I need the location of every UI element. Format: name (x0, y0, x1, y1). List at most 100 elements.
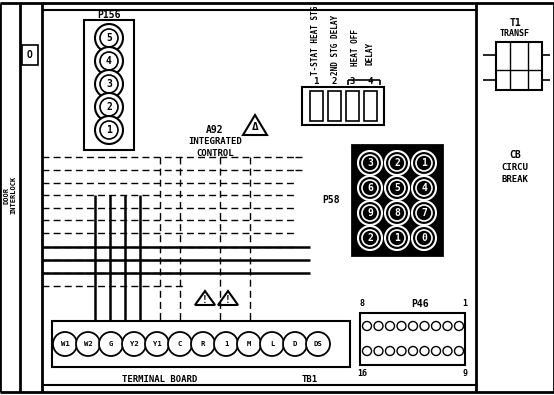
Text: Y2: Y2 (130, 341, 138, 347)
Circle shape (95, 93, 123, 121)
Text: 9: 9 (367, 208, 373, 218)
Bar (84, 20, 134, 150)
Circle shape (362, 180, 378, 196)
Text: 1: 1 (421, 158, 427, 168)
Circle shape (358, 226, 382, 250)
Text: CONTROL: CONTROL (196, 149, 234, 158)
Circle shape (416, 230, 432, 246)
Circle shape (168, 332, 192, 356)
Text: HEAT OFF: HEAT OFF (351, 28, 361, 66)
Circle shape (408, 322, 418, 331)
Text: BREAK: BREAK (501, 175, 529, 184)
Text: O: O (27, 50, 33, 60)
Circle shape (385, 226, 409, 250)
Circle shape (76, 332, 100, 356)
Circle shape (374, 322, 383, 331)
Text: 4: 4 (421, 183, 427, 193)
Text: 1: 1 (224, 341, 228, 347)
Bar (364, 91, 377, 121)
Text: !: ! (225, 295, 231, 305)
Circle shape (100, 52, 118, 70)
Text: DS: DS (314, 341, 322, 347)
Circle shape (122, 332, 146, 356)
Circle shape (420, 322, 429, 331)
Circle shape (412, 151, 436, 175)
Circle shape (306, 332, 330, 356)
Circle shape (100, 121, 118, 139)
Text: 3: 3 (106, 79, 112, 89)
Circle shape (214, 332, 238, 356)
Text: TB1: TB1 (302, 374, 318, 384)
Circle shape (53, 332, 77, 356)
Text: 7: 7 (421, 208, 427, 218)
Text: 2: 2 (331, 77, 337, 85)
Text: 1: 1 (106, 125, 112, 135)
Bar (352, 145, 442, 255)
Polygon shape (218, 291, 238, 305)
Text: TERMINAL BOARD: TERMINAL BOARD (122, 374, 198, 384)
Circle shape (362, 346, 372, 356)
Text: 2: 2 (106, 102, 112, 112)
Text: 1: 1 (314, 77, 319, 85)
Bar (328, 91, 341, 121)
Circle shape (412, 176, 436, 200)
Text: Δ: Δ (252, 122, 258, 132)
Text: TRANSF: TRANSF (500, 30, 530, 38)
Circle shape (454, 322, 464, 331)
Text: 1: 1 (394, 233, 400, 243)
Circle shape (397, 322, 406, 331)
Text: A92: A92 (206, 125, 224, 135)
Text: 4: 4 (106, 56, 112, 66)
Circle shape (260, 332, 284, 356)
Text: 9: 9 (463, 369, 468, 378)
Text: R: R (201, 341, 205, 347)
Circle shape (389, 205, 405, 221)
Text: W1: W1 (60, 341, 69, 347)
Circle shape (145, 332, 169, 356)
Circle shape (416, 180, 432, 196)
Circle shape (386, 322, 394, 331)
Text: CB: CB (509, 150, 521, 160)
Circle shape (362, 155, 378, 171)
Circle shape (95, 70, 123, 98)
Text: DOOR
INTERLOCK: DOOR INTERLOCK (3, 176, 17, 214)
Circle shape (358, 176, 382, 200)
Circle shape (386, 346, 394, 356)
Circle shape (100, 98, 118, 116)
Text: 2: 2 (394, 158, 400, 168)
Text: P156: P156 (98, 10, 121, 20)
Circle shape (412, 201, 436, 225)
Bar (52, 321, 350, 367)
Circle shape (100, 29, 118, 47)
Text: T1: T1 (509, 18, 521, 28)
Circle shape (385, 151, 409, 175)
Text: 5: 5 (394, 183, 400, 193)
Text: Y1: Y1 (152, 341, 161, 347)
Text: M: M (247, 341, 251, 347)
Text: P46: P46 (412, 299, 429, 309)
Text: 0: 0 (421, 233, 427, 243)
Text: 3: 3 (350, 77, 355, 85)
Text: T-STAT HEAT STG: T-STAT HEAT STG (310, 5, 320, 75)
Circle shape (362, 322, 372, 331)
Bar (346, 91, 359, 121)
Circle shape (362, 230, 378, 246)
Text: 3: 3 (367, 158, 373, 168)
Text: P58: P58 (322, 195, 340, 205)
Circle shape (389, 180, 405, 196)
Text: 8: 8 (394, 208, 400, 218)
Text: C: C (178, 341, 182, 347)
Circle shape (374, 346, 383, 356)
Text: !: ! (202, 295, 208, 305)
Text: 2: 2 (367, 233, 373, 243)
Circle shape (237, 332, 261, 356)
Circle shape (432, 346, 440, 356)
Circle shape (95, 24, 123, 52)
Bar (302, 87, 384, 125)
Circle shape (95, 116, 123, 144)
Circle shape (389, 155, 405, 171)
Circle shape (99, 332, 123, 356)
Circle shape (358, 151, 382, 175)
Circle shape (191, 332, 215, 356)
Circle shape (412, 226, 436, 250)
